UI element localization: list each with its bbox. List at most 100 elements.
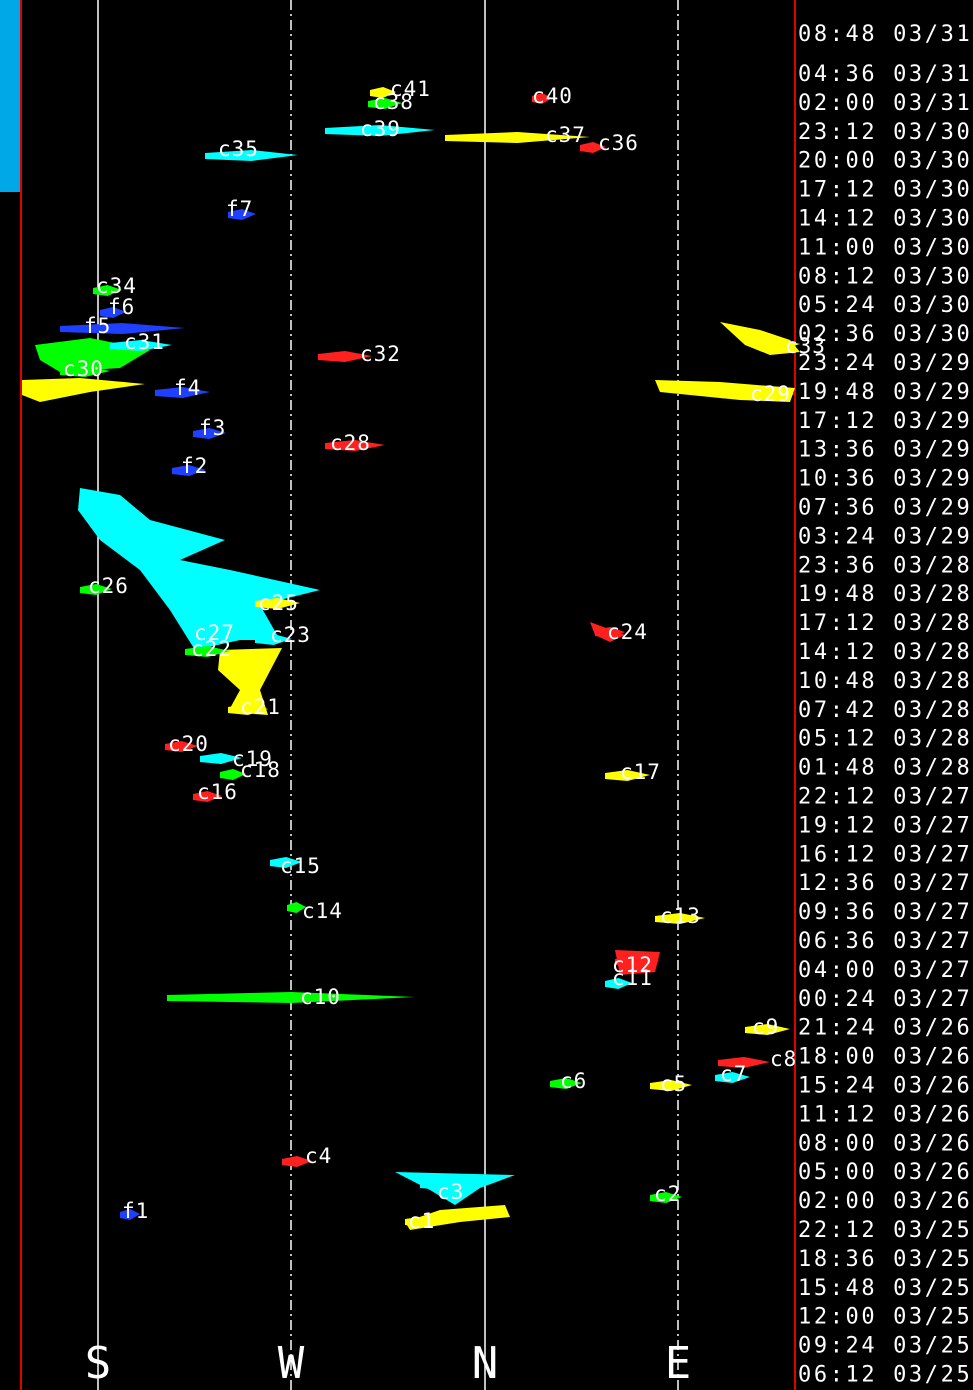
time-label: 09:36 03/27 xyxy=(798,900,972,925)
event-label: c32 xyxy=(360,342,401,366)
event-label: c36 xyxy=(598,131,639,155)
event-label: c15 xyxy=(280,854,321,878)
direction-label: N xyxy=(472,1338,499,1389)
time-label: 09:24 03/25 xyxy=(798,1334,972,1359)
time-label: 08:00 03/26 xyxy=(798,1131,972,1156)
time-label: 20:00 03/30 xyxy=(798,149,972,174)
event-label: f6 xyxy=(108,295,135,319)
event-label: f2 xyxy=(181,454,208,478)
event-blob xyxy=(282,1156,312,1167)
event-blob xyxy=(205,150,298,161)
event-blob xyxy=(325,440,385,451)
event-blob xyxy=(100,307,126,318)
time-label: 14:12 03/30 xyxy=(798,207,972,232)
time-label: 17:12 03/29 xyxy=(798,409,972,434)
time-label: 23:36 03/28 xyxy=(798,553,972,578)
event-blob xyxy=(60,366,110,377)
time-label: 23:24 03/29 xyxy=(798,351,972,376)
event-blob xyxy=(720,389,795,400)
event-blob xyxy=(110,340,172,351)
event-blob xyxy=(655,913,705,924)
event-blob xyxy=(228,704,268,715)
event-label: c26 xyxy=(88,574,129,598)
event-blob xyxy=(595,627,625,638)
blob xyxy=(395,1172,515,1205)
time-label: 17:12 03/28 xyxy=(798,611,972,636)
event-label: c31 xyxy=(124,330,165,354)
event-blob xyxy=(167,992,415,1003)
event-label: c29 xyxy=(750,382,791,406)
event-label: c18 xyxy=(240,758,281,782)
event-blob xyxy=(228,209,256,220)
event-blob xyxy=(155,387,210,398)
time-label: 07:42 03/28 xyxy=(798,698,972,723)
event-label: c10 xyxy=(300,985,341,1009)
event-blob xyxy=(93,285,122,296)
event-blob xyxy=(185,646,230,657)
event-blob xyxy=(605,770,650,781)
event-label: c40 xyxy=(532,84,573,108)
event-blob xyxy=(420,1179,470,1190)
event-label: c11 xyxy=(612,966,653,990)
time-label: 14:12 03/28 xyxy=(798,640,972,665)
event-label: c38 xyxy=(373,90,414,114)
event-blob xyxy=(193,791,222,802)
event-label: c34 xyxy=(96,274,137,298)
direction-label: W xyxy=(278,1338,305,1389)
time-label: 07:36 03/29 xyxy=(798,496,972,521)
event-blob xyxy=(287,902,306,913)
event-blob xyxy=(715,1072,750,1083)
event-blob xyxy=(405,1216,450,1227)
event-blob xyxy=(80,584,112,595)
time-label: 02:00 03/26 xyxy=(798,1189,972,1214)
time-label: 19:12 03/27 xyxy=(798,813,972,838)
time-label: 08:12 03/30 xyxy=(798,264,972,289)
time-label: 15:24 03/26 xyxy=(798,1074,972,1099)
time-label: 05:12 03/28 xyxy=(798,727,972,752)
event-label: c33 xyxy=(785,334,826,358)
event-blob xyxy=(270,857,302,868)
time-label: 23:12 03/30 xyxy=(798,120,972,145)
event-label: c7 xyxy=(720,1062,747,1086)
event-blob xyxy=(193,428,226,439)
event-label: c13 xyxy=(660,904,701,928)
event-label: c21 xyxy=(240,695,281,719)
event-blob xyxy=(370,87,396,98)
event-blob xyxy=(368,98,402,109)
time-label: 21:24 03/26 xyxy=(798,1016,972,1041)
event-label: c22 xyxy=(191,637,232,661)
time-label: 12:36 03/27 xyxy=(798,871,972,896)
event-label: c6 xyxy=(560,1069,587,1093)
time-label: 04:36 03/31 xyxy=(798,62,972,87)
time-label: 06:36 03/27 xyxy=(798,929,972,954)
event-label: c27 xyxy=(194,621,235,645)
time-label: 18:00 03/26 xyxy=(798,1045,972,1070)
time-label: 16:12 03/27 xyxy=(798,842,972,867)
blob xyxy=(78,488,320,650)
time-label: 11:12 03/26 xyxy=(798,1102,972,1127)
event-label: f5 xyxy=(84,314,111,338)
event-blob xyxy=(650,1080,692,1091)
event-label: f3 xyxy=(199,416,226,440)
time-label: 10:48 03/28 xyxy=(798,669,972,694)
direction-label: S xyxy=(85,1338,112,1389)
time-label: 22:12 03/25 xyxy=(798,1218,972,1243)
event-label: c41 xyxy=(390,77,431,101)
time-label: 01:48 03/28 xyxy=(798,756,972,781)
event-blob xyxy=(255,634,292,645)
time-label: 13:36 03/29 xyxy=(798,438,972,463)
direction-label: E xyxy=(665,1338,692,1389)
event-blob xyxy=(615,956,660,967)
event-label: c5 xyxy=(660,1072,687,1096)
event-blob xyxy=(165,741,198,752)
time-label: 11:00 03/30 xyxy=(798,235,972,260)
time-label: 02:00 03/31 xyxy=(798,91,972,116)
event-blob xyxy=(550,1078,582,1089)
time-label: 00:24 03/27 xyxy=(798,987,972,1012)
time-label: 15:48 03/25 xyxy=(798,1276,972,1301)
event-label: c30 xyxy=(63,357,104,381)
side-bar xyxy=(0,0,20,192)
time-label: 18:36 03/25 xyxy=(798,1247,972,1272)
